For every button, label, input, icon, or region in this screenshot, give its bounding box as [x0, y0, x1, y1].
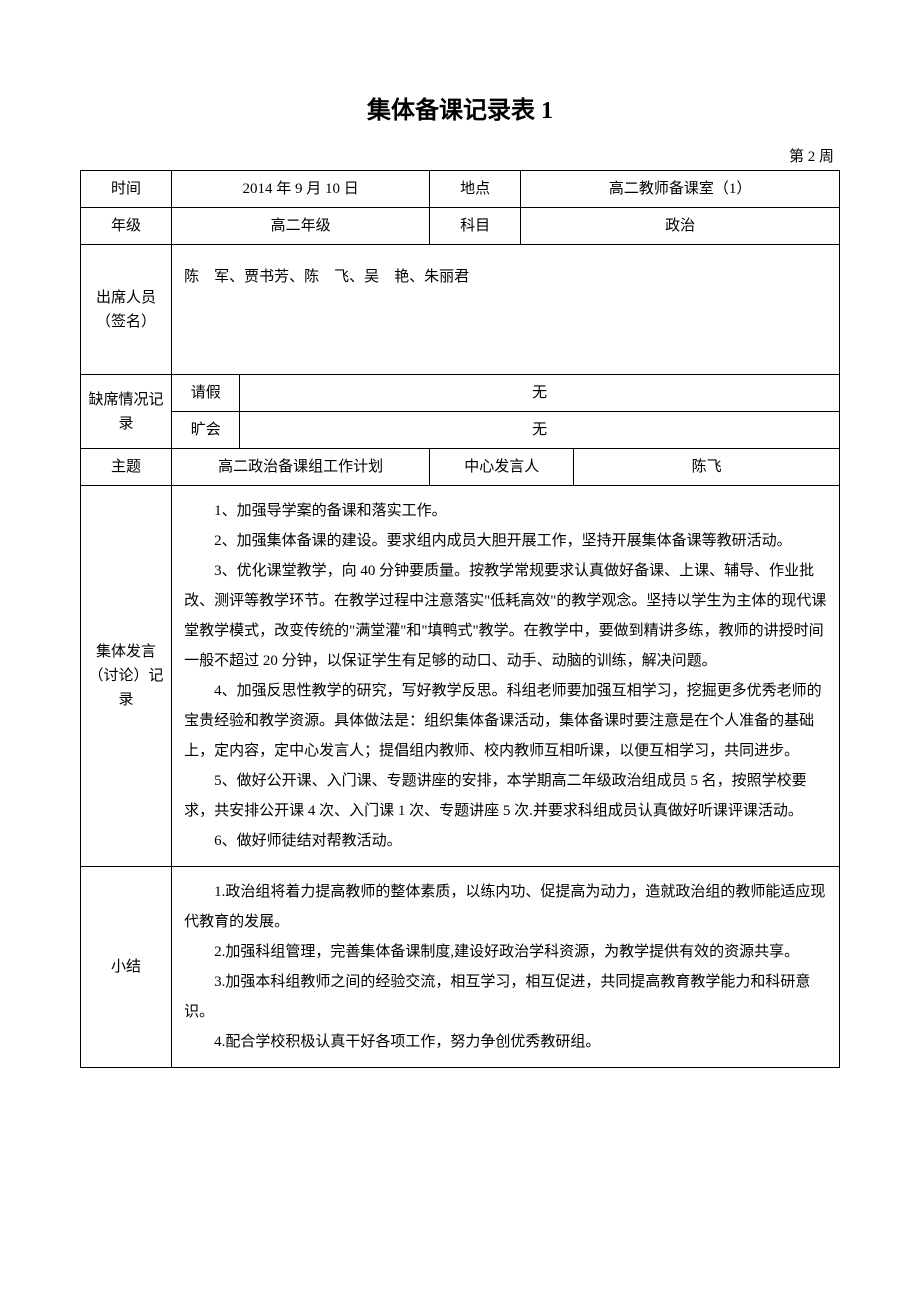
place-value: 高二教师备课室（1）	[521, 171, 840, 208]
attendees-label: 出席人员（签名）	[81, 245, 172, 375]
summary-label: 小结	[81, 867, 172, 1068]
subject-value: 政治	[521, 208, 840, 245]
record-table: 时间 2014 年 9 月 10 日 地点 高二教师备课室（1） 年级 高二年级…	[80, 170, 840, 1068]
summary-item: 1.政治组将着力提高教师的整体素质，以练内功、促提高为动力，造就政治组的教师能适…	[184, 877, 827, 937]
discussion-content: 1、加强导学案的备课和落实工作。 2、加强集体备课的建设。要求组内成员大胆开展工…	[172, 486, 840, 867]
summary-item: 4.配合学校积极认真干好各项工作，努力争创优秀教研组。	[184, 1027, 827, 1057]
speaker-value: 陈飞	[574, 449, 840, 486]
skip-value: 无	[240, 412, 840, 449]
grade-value: 高二年级	[172, 208, 430, 245]
discussion-label: 集体发言（讨论）记录	[81, 486, 172, 867]
table-row: 缺席情况记录 请假 无	[81, 375, 840, 412]
table-row: 小结 1.政治组将着力提高教师的整体素质，以练内功、促提高为动力，造就政治组的教…	[81, 867, 840, 1068]
discussion-item: 2、加强集体备课的建设。要求组内成员大胆开展工作，坚持开展集体备课等教研活动。	[184, 526, 827, 556]
summary-item: 2.加强科组管理，完善集体备课制度,建设好政治学科资源，为教学提供有效的资源共享…	[184, 937, 827, 967]
topic-label: 主题	[81, 449, 172, 486]
attendees-value: 陈 军、贾书芳、陈 飞、吴 艳、朱丽君	[172, 245, 840, 375]
skip-label: 旷会	[172, 412, 240, 449]
speaker-label: 中心发言人	[430, 449, 574, 486]
page-title: 集体备课记录表 1	[80, 90, 840, 125]
discussion-item: 5、做好公开课、入门课、专题讲座的安排，本学期高二年级政治组成员 5 名，按照学…	[184, 766, 827, 826]
absence-label: 缺席情况记录	[81, 375, 172, 449]
subject-label: 科目	[430, 208, 521, 245]
table-row: 时间 2014 年 9 月 10 日 地点 高二教师备课室（1）	[81, 171, 840, 208]
table-row: 旷会 无	[81, 412, 840, 449]
summary-content: 1.政治组将着力提高教师的整体素质，以练内功、促提高为动力，造就政治组的教师能适…	[172, 867, 840, 1068]
leave-label: 请假	[172, 375, 240, 412]
time-label: 时间	[81, 171, 172, 208]
discussion-item: 1、加强导学案的备课和落实工作。	[184, 496, 827, 526]
place-label: 地点	[430, 171, 521, 208]
summary-item: 3.加强本科组教师之间的经验交流，相互学习，相互促进，共同提高教育教学能力和科研…	[184, 967, 827, 1027]
discussion-item: 3、优化课堂教学，向 40 分钟要质量。按教学常规要求认真做好备课、上课、辅导、…	[184, 556, 827, 676]
grade-label: 年级	[81, 208, 172, 245]
topic-value: 高二政治备课组工作计划	[172, 449, 430, 486]
table-row: 集体发言（讨论）记录 1、加强导学案的备课和落实工作。 2、加强集体备课的建设。…	[81, 486, 840, 867]
week-label: 第 2 周	[80, 145, 840, 166]
table-row: 主题 高二政治备课组工作计划 中心发言人 陈飞	[81, 449, 840, 486]
leave-value: 无	[240, 375, 840, 412]
discussion-item: 4、加强反思性教学的研究，写好教学反思。科组老师要加强互相学习，挖掘更多优秀老师…	[184, 676, 827, 766]
table-row: 年级 高二年级 科目 政治	[81, 208, 840, 245]
discussion-item: 6、做好师徒结对帮教活动。	[184, 826, 827, 856]
time-value: 2014 年 9 月 10 日	[172, 171, 430, 208]
table-row: 出席人员（签名） 陈 军、贾书芳、陈 飞、吴 艳、朱丽君	[81, 245, 840, 375]
